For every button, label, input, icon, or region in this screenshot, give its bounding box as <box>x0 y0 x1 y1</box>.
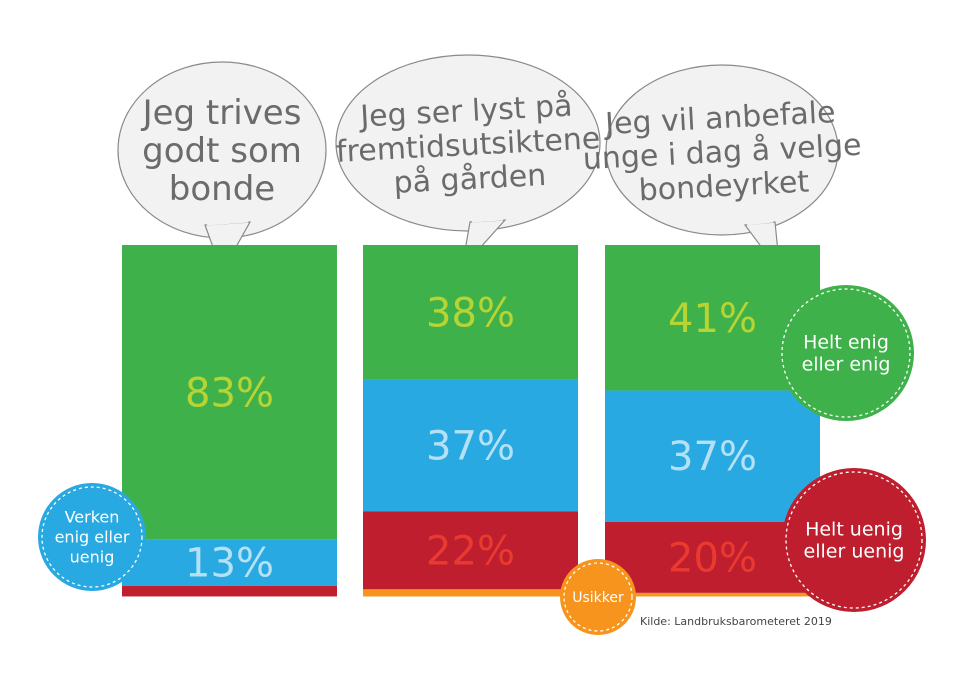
legend-circle-dashed-ring <box>41 486 143 588</box>
data-labels: 83% 13% 38% 37% 22% 41% 37% 20% <box>185 290 757 586</box>
data-label-3-3: 20% <box>668 535 757 581</box>
legend-label-disagree-line-2: eller uenig <box>804 541 905 563</box>
data-label-3-2: 37% <box>668 434 757 480</box>
source-note: Kilde: Landbruksbarometeret 2019 <box>640 615 832 628</box>
bar-2-segment-3 <box>363 511 578 590</box>
data-label-3-1: 41% <box>668 296 757 342</box>
bar-3-segment-2 <box>605 390 820 522</box>
bar-1-segment-3 <box>122 585 337 597</box>
bar-1-segment-1 <box>122 245 337 540</box>
bar-1-segment-2 <box>122 539 337 586</box>
legend-label-neutral-line-2: enig eller <box>55 528 130 547</box>
legend-circle <box>38 483 146 591</box>
bar-2-segment-1 <box>363 245 578 380</box>
bars <box>122 245 820 597</box>
legend-circle <box>560 559 636 635</box>
data-label-2-3: 22% <box>426 528 515 574</box>
legend-label-neutral-line-3: uenig <box>70 548 115 567</box>
data-label-2-1: 38% <box>426 290 515 336</box>
legend-label-neutral-line-1: Verken <box>65 508 120 527</box>
legend-circle <box>778 285 914 421</box>
bubble-shape <box>605 64 839 236</box>
legend-label-unsure-line-1: Usikker <box>572 590 624 606</box>
data-label-2-2: 37% <box>426 424 515 470</box>
category-label-1-line-1: Jeg trives <box>141 93 302 133</box>
bar-2-segment-2 <box>363 379 578 512</box>
legend-circle-dashed-ring <box>785 471 923 609</box>
legend-circle-dashed-ring <box>563 562 633 632</box>
legend-label-disagree-line-1: Helt uenig <box>805 519 903 541</box>
data-label-1-2: 13% <box>185 541 274 587</box>
legend-circle-dashed-ring <box>781 288 911 418</box>
data-label-1-1: 83% <box>185 370 274 416</box>
bar-2-segment-4 <box>363 589 578 597</box>
category-label-2-line-3: på gården <box>393 158 547 201</box>
category-label-1-line-2: godt som <box>142 131 302 171</box>
bar-3-segment-4 <box>605 592 820 597</box>
legend-label-agree-line-2: eller enig <box>802 354 891 376</box>
legend-circle <box>782 468 926 612</box>
category-label-1-line-3: bonde <box>169 169 275 209</box>
legend-badge-unsure: Usikker <box>560 559 636 635</box>
legend-label-agree-line-1: Helt enig <box>803 332 889 354</box>
